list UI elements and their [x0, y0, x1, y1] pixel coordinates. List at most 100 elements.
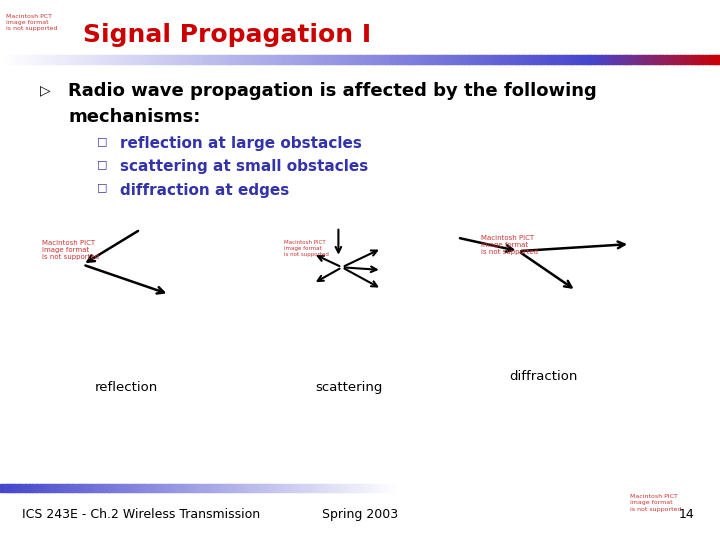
Bar [68, 484, 73, 492]
Bar [626, 55, 631, 64]
Bar [288, 484, 292, 492]
Bar [637, 55, 642, 64]
Bar [184, 55, 188, 64]
Bar [572, 55, 577, 64]
Bar [274, 55, 278, 64]
Bar [47, 484, 51, 492]
Bar [50, 484, 55, 492]
Bar [65, 484, 69, 492]
Bar [115, 484, 120, 492]
Bar [598, 484, 602, 492]
Bar [281, 484, 285, 492]
Bar [0, 484, 4, 492]
Bar [202, 55, 206, 64]
Bar [497, 55, 501, 64]
Bar [515, 484, 519, 492]
Bar [713, 484, 717, 492]
Bar [299, 55, 303, 64]
Bar [450, 484, 454, 492]
Bar [540, 55, 544, 64]
Bar [594, 55, 598, 64]
Bar [652, 484, 656, 492]
Bar [511, 484, 516, 492]
Bar [414, 55, 418, 64]
Bar [587, 484, 591, 492]
Bar [389, 484, 393, 492]
Bar [572, 484, 577, 492]
Bar [328, 55, 332, 64]
Bar [526, 55, 530, 64]
Bar [227, 484, 231, 492]
Bar [40, 484, 44, 492]
Text: Macintosh PICT
image format
is not supported: Macintosh PICT image format is not suppo… [481, 235, 538, 255]
Bar [536, 55, 541, 64]
Bar [342, 484, 346, 492]
Bar [461, 55, 465, 64]
Bar [284, 55, 289, 64]
Bar [706, 484, 710, 492]
Bar [94, 484, 98, 492]
Bar [281, 55, 285, 64]
Text: scattering at small obstacles: scattering at small obstacles [120, 159, 369, 174]
Bar [583, 484, 588, 492]
Bar [403, 55, 408, 64]
Bar [119, 55, 123, 64]
Bar [353, 484, 357, 492]
Bar [526, 484, 530, 492]
Bar [616, 55, 620, 64]
Bar [662, 484, 667, 492]
Bar [11, 484, 15, 492]
Bar [601, 484, 606, 492]
Bar [518, 484, 523, 492]
Bar [605, 484, 609, 492]
Bar [22, 484, 26, 492]
Bar [198, 484, 202, 492]
Bar [648, 55, 652, 64]
Bar [446, 55, 451, 64]
Bar [0, 55, 4, 64]
Bar [220, 484, 224, 492]
Bar [425, 484, 429, 492]
Bar [371, 484, 375, 492]
Bar [263, 55, 267, 64]
Bar [382, 55, 386, 64]
Bar [364, 55, 368, 64]
Bar [554, 484, 559, 492]
Bar [43, 55, 48, 64]
Text: Macintosh PCT
image format
is not supported: Macintosh PCT image format is not suppor… [6, 14, 58, 31]
Bar [331, 55, 336, 64]
Bar [436, 484, 440, 492]
Bar [252, 484, 256, 492]
Bar [194, 484, 199, 492]
Bar [432, 55, 436, 64]
Text: diffraction: diffraction [510, 370, 577, 383]
Bar [652, 55, 656, 64]
Bar [486, 55, 490, 64]
Bar [90, 55, 94, 64]
Text: Signal Propagation I: Signal Propagation I [83, 23, 371, 47]
Bar [198, 55, 202, 64]
Bar [25, 484, 30, 492]
Bar [209, 55, 213, 64]
Bar [205, 55, 210, 64]
Bar [612, 55, 616, 64]
Bar [212, 55, 217, 64]
Bar [414, 484, 418, 492]
Bar [205, 484, 210, 492]
Bar [544, 55, 548, 64]
Bar [540, 484, 544, 492]
Bar [702, 55, 706, 64]
Bar [605, 55, 609, 64]
Bar [130, 484, 134, 492]
Bar [439, 484, 444, 492]
Bar [180, 55, 184, 64]
Bar [133, 484, 138, 492]
Bar [392, 484, 397, 492]
Bar [126, 55, 130, 64]
Bar [450, 55, 454, 64]
Bar [382, 484, 386, 492]
Bar [148, 55, 152, 64]
Bar [140, 484, 145, 492]
Bar [108, 55, 112, 64]
Bar [112, 55, 116, 64]
